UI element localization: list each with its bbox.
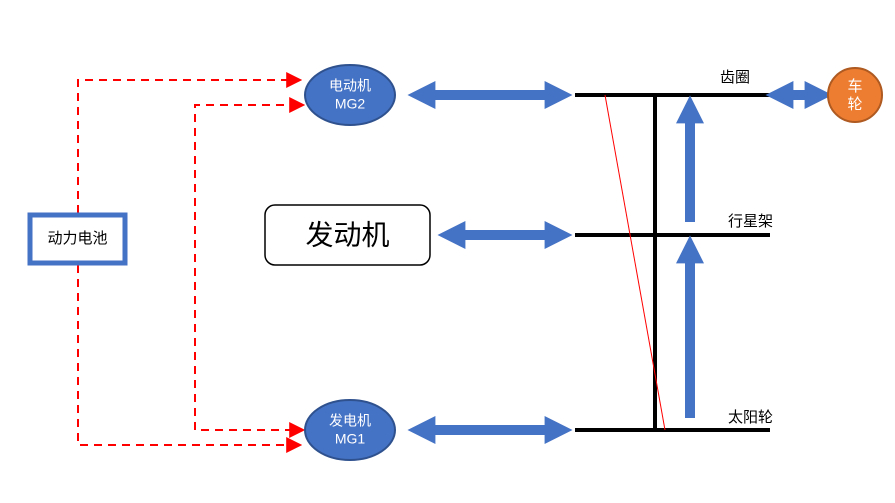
svg-text:轮: 轮 (847, 96, 862, 113)
svg-text:车: 车 (847, 78, 862, 95)
battery-to-mg1 (78, 265, 295, 445)
mg2-to-mg1-loop (195, 105, 298, 430)
svg-text:动力电池: 动力电池 (47, 230, 107, 247)
label-sun: 太阳轮 (728, 409, 773, 426)
svg-text:发电机: 发电机 (329, 413, 371, 429)
battery-node: 动力电池 (30, 215, 125, 263)
mg1-node: 发电机 MG1 (305, 400, 395, 460)
svg-text:电动机: 电动机 (329, 78, 371, 94)
svg-text:MG1: MG1 (335, 431, 366, 447)
battery-to-mg2 (78, 80, 295, 213)
diagram-canvas: 动力电池 发动机 电动机 MG2 发电机 MG1 车轮 齿圈行星架太阳轮 (0, 0, 895, 503)
engine-node: 发动机 (265, 205, 430, 265)
label-ring: 齿圈 (720, 69, 750, 86)
wheel-node: 车轮 (828, 68, 882, 122)
svg-text:发动机: 发动机 (305, 219, 389, 250)
label-carrier: 行星架 (728, 213, 773, 230)
svg-text:MG2: MG2 (335, 96, 366, 112)
mg2-node: 电动机 MG2 (305, 65, 395, 125)
